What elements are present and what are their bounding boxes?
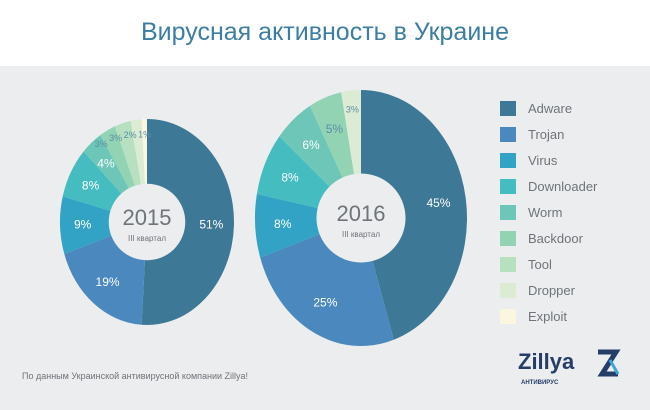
slice-2016-adware — [361, 90, 467, 340]
slice-label: 8% — [82, 178, 100, 192]
slice-2015-adware — [141, 119, 235, 326]
legend-item-exploit: Exploit — [500, 309, 597, 335]
zillya-logo: Zillya АНТИВИРУС — [518, 348, 643, 390]
slice-label: 25% — [313, 295, 337, 309]
logo-word: Zillya — [518, 349, 575, 374]
legend-swatch — [500, 127, 516, 142]
legend-label: Trojan — [528, 127, 565, 142]
slice-2016-virus — [255, 194, 361, 258]
logo-mark: Zillya АНТИВИРУС — [518, 349, 621, 386]
donut-hole — [316, 173, 406, 263]
center-subtitle: III квартал — [342, 230, 380, 239]
slice-label: 1% — [138, 129, 151, 139]
footnote: По данным Украинской антивирусной компан… — [22, 371, 249, 381]
legend-swatch — [500, 179, 516, 194]
logo-z-icon — [597, 349, 621, 377]
slice-2015-virus — [60, 196, 147, 254]
slice-label: 4% — [97, 156, 115, 170]
legend-label: Worm — [528, 205, 563, 220]
legend-swatch — [500, 205, 516, 220]
page-title: Вирусная активность в Украине — [140, 18, 510, 46]
center-year: 2016 — [337, 201, 386, 226]
legend-swatch — [500, 283, 516, 298]
legend-label: Downloader — [528, 179, 598, 194]
slice-label: 3% — [346, 104, 359, 114]
legend-label: Tool — [528, 257, 552, 272]
slice-label: 3% — [109, 133, 122, 143]
donut-hole — [108, 183, 186, 261]
legend-item-adware: Adware — [500, 101, 597, 127]
legend-swatch — [500, 101, 516, 116]
slice-label: 45% — [426, 196, 450, 210]
legend-label: Adware — [528, 101, 573, 116]
slice-label: 6% — [302, 138, 320, 152]
legend-item-virus: Virus — [500, 153, 597, 179]
logo-subtitle: АНТИВИРУС — [521, 380, 559, 386]
legend-label: Virus — [528, 153, 558, 168]
legend-item-backdoor: Backdoor — [500, 231, 597, 257]
slice-label: 9% — [74, 217, 92, 231]
legend-label: Exploit — [528, 309, 568, 324]
slice-label: 2% — [124, 130, 137, 140]
slice-label: 8% — [281, 171, 299, 185]
legend-item-downloader: Downloader — [500, 179, 597, 205]
center-year: 2015 — [123, 205, 172, 230]
legend-item-tool: Tool — [500, 257, 597, 283]
slice-label: 5% — [326, 122, 344, 136]
legend: Adware Trojan Virus Downloader Worm Backdoor T… — [500, 101, 597, 335]
legend-swatch — [500, 231, 516, 246]
header — [0, 0, 650, 66]
slice-label: 8% — [274, 217, 292, 231]
legend-swatch — [500, 309, 516, 324]
slice-label: 19% — [96, 275, 120, 289]
legend-swatch — [500, 153, 516, 168]
center-subtitle: III квартал — [128, 234, 166, 243]
legend-label: Backdoor — [528, 231, 583, 246]
legend-item-dropper: Dropper — [500, 283, 597, 309]
legend-item-trojan: Trojan — [500, 127, 597, 153]
legend-item-worm: Worm — [500, 205, 597, 231]
slice-label: 51% — [199, 217, 223, 231]
legend-swatch — [500, 257, 516, 272]
slice-label: 3% — [95, 139, 108, 149]
legend-label: Dropper — [528, 283, 575, 298]
